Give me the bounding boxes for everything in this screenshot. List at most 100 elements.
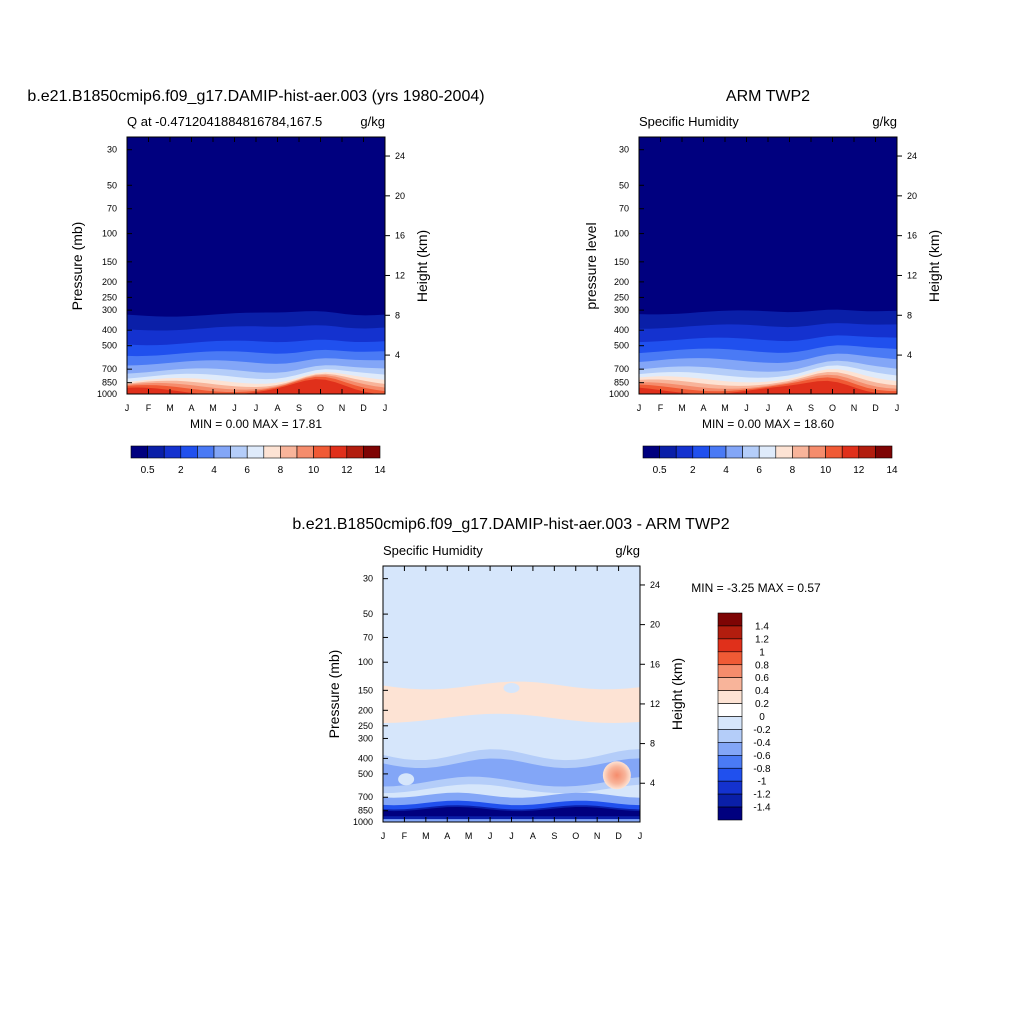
colorbar-label: 6 [244,465,250,476]
y-tick-label: 850 [614,378,629,388]
colorbar-swatch [875,445,893,459]
panel-model-ylabel: Pressure (mb) [69,222,85,311]
x-tick-label: D [615,831,622,841]
x-tick-label: A [274,403,280,413]
x-tick-label: M [209,403,217,413]
colorbar-swatch [717,755,743,769]
y-tick-label: 70 [619,204,629,214]
colorbar-swatch [213,445,231,459]
panel-obs: ARM TWP2 Specific Humidity g/kg J F M A M J J A… [583,88,942,476]
y-tick-label: 500 [102,341,117,351]
colorbar-swatch [725,445,743,459]
colorbar-swatch [808,445,826,459]
colorbar-swatch [675,445,694,459]
colorbar-swatch [717,703,743,717]
x-tick-label: M [422,831,430,841]
y-tick-label: 70 [363,632,373,642]
y-tick-label: 850 [358,806,373,816]
x-tick-label: J [766,403,771,413]
y-right-tick-label: 12 [650,699,660,709]
panel-obs-left-label: Specific Humidity [639,114,739,129]
colorbar-swatch [329,445,348,459]
y-right-tick-label: 16 [650,659,660,669]
colorbar-label: -1.2 [753,790,771,801]
colorbar-swatch [346,445,364,459]
y-right-tick-label: 4 [395,350,400,360]
colorbar-swatch [197,445,215,459]
panel-model: b.e21.B1850cmip6.f09_g17.DAMIP-hist-aer.… [27,88,484,476]
colorbar-swatch [692,445,710,459]
y-right-tick-label: 20 [907,191,917,201]
y-tick-label: 150 [614,257,629,267]
x-tick-label: J [744,403,749,413]
diff-band-gap [503,682,520,693]
diff-layer-neg-0.4 [383,758,640,787]
colorbar-swatch [742,445,760,459]
x-tick-label: A [188,403,194,413]
x-tick-label: N [594,831,601,841]
x-tick-label: J [232,403,237,413]
colorbar-swatch [180,445,198,459]
y-tick-label: 50 [107,180,117,190]
x-tick-label: O [572,831,579,841]
colorbar-label: 10 [820,465,832,476]
colorbar-swatch [709,445,727,459]
colorbar-swatch [230,445,248,459]
x-tick-label: D [360,403,367,413]
panel-diff-minmax: MIN = -3.25 MAX = 0.57 [691,581,821,595]
panel-obs-minmax: MIN = 0.00 MAX = 18.60 [702,417,834,431]
colorbar-swatch [775,445,793,459]
colorbar-swatch [825,445,843,459]
y-tick-label: 50 [619,180,629,190]
colorbar-swatch [717,793,743,808]
diff-low-neg-max [383,806,640,817]
colorbar-label: 1.2 [755,634,769,645]
y-right-tick-label: 4 [907,350,912,360]
y-tick-label: 150 [358,685,373,695]
panel-model-plot [127,137,385,394]
colorbar-label: 0 [759,712,765,723]
y-tick-label: 400 [102,325,117,335]
colorbar-swatch [642,445,660,459]
panel-obs-colorbar: 0.5 2 4 6 8 10 12 14 [642,445,898,476]
colorbar-swatch [717,638,743,653]
panel-model-minmax: MIN = 0.00 MAX = 17.81 [190,417,322,431]
panel-diff-left-label: Specific Humidity [383,543,483,558]
colorbar-label: 0.6 [755,673,769,684]
colorbar-swatch [659,445,677,459]
y-tick-label: 300 [614,305,629,315]
colorbar-swatch [717,716,743,730]
colorbar-label: 2 [690,465,696,476]
y-right-tick-label: 20 [650,620,660,630]
y-tick-label: 30 [107,145,117,155]
colorbar-swatch [717,612,743,627]
colorbar-label: 12 [853,465,865,476]
y-tick-label: 500 [614,341,629,351]
y-right-tick-label: 24 [907,151,917,161]
x-tick-label: A [786,403,792,413]
y-right-tick-label: 12 [395,270,405,280]
y-tick-label: 400 [614,325,629,335]
colorbar-label: -1 [758,777,767,788]
y-right-tick-label: 12 [907,270,917,280]
y-right-tick-label: 8 [395,310,400,320]
colorbar-label: -0.6 [753,751,771,762]
y-tick-label: 250 [614,292,629,302]
x-tick-label: M [721,403,729,413]
colorbar-swatch [792,445,810,459]
panel-obs-ylabel-right: Height (km) [926,230,942,302]
y-tick-label: 250 [102,292,117,302]
panel-model-title: b.e21.B1850cmip6.f09_g17.DAMIP-hist-aer.… [27,88,484,105]
colorbar-swatch [163,445,182,459]
panel-diff-plot [383,566,640,822]
x-tick-label: J [638,831,643,841]
x-tick-label: M [465,831,473,841]
x-tick-label: F [402,831,408,841]
colorbar-label: 0.8 [755,660,769,671]
colorbar-label: -0.2 [753,725,771,736]
x-tick-label: O [829,403,836,413]
y-tick-label: 850 [102,378,117,388]
colorbar-swatch [147,445,165,459]
y-tick-label: 30 [619,145,629,155]
